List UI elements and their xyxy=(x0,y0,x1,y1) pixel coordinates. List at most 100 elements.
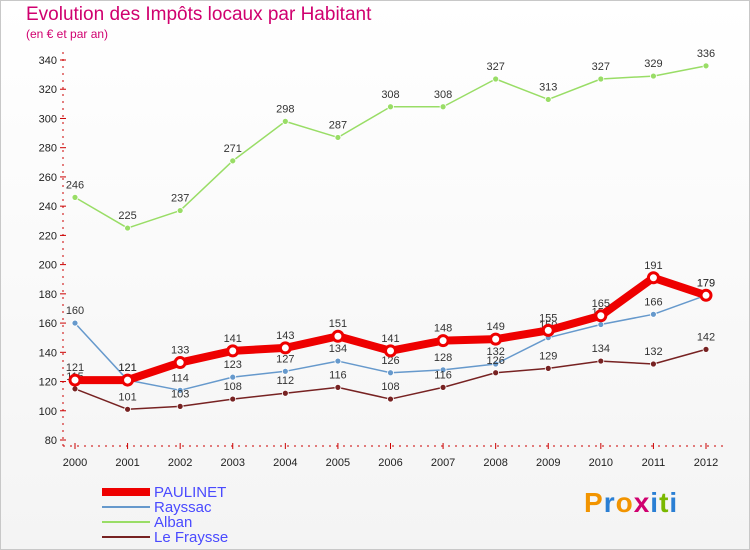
y-tick-label: 120 xyxy=(39,377,57,389)
x-tick-label: 2001 xyxy=(115,457,139,469)
data-point xyxy=(597,357,605,365)
data-point xyxy=(176,207,184,214)
data-point xyxy=(646,271,660,285)
data-point xyxy=(121,373,135,387)
x-tick-label: 2006 xyxy=(378,457,402,469)
data-point xyxy=(439,383,447,391)
data-label: 127 xyxy=(276,353,294,365)
data-label: 126 xyxy=(381,355,399,367)
data-point xyxy=(650,360,657,368)
data-point xyxy=(594,309,608,323)
data-label: 160 xyxy=(66,305,84,317)
data-point xyxy=(650,310,657,318)
data-label: 308 xyxy=(381,89,399,101)
data-point xyxy=(229,395,237,403)
proxiti-logo: Proxiti xyxy=(584,487,678,519)
data-point xyxy=(387,369,394,377)
data-label: 132 xyxy=(486,346,504,358)
logo-letter: i xyxy=(669,487,679,518)
data-label: 287 xyxy=(329,119,347,131)
data-point xyxy=(281,117,289,125)
data-point xyxy=(68,373,82,387)
x-tick-label: 2009 xyxy=(536,457,560,469)
data-point xyxy=(331,329,345,343)
data-label: 179 xyxy=(697,277,715,289)
data-point xyxy=(334,134,342,141)
data-point xyxy=(541,323,555,337)
data-point xyxy=(384,344,397,358)
data-label: 114 xyxy=(171,372,189,384)
y-tick-label: 240 xyxy=(39,201,57,213)
x-tick-label: 2010 xyxy=(589,457,613,469)
data-point xyxy=(492,369,500,377)
y-tick-label: 220 xyxy=(39,230,57,242)
data-point xyxy=(334,357,342,365)
data-point xyxy=(71,193,79,201)
data-label: 126 xyxy=(486,355,504,367)
data-label: 148 xyxy=(434,323,452,335)
data-point xyxy=(124,405,131,413)
x-tick-label: 2005 xyxy=(326,457,350,469)
data-label: 191 xyxy=(644,260,662,272)
x-tick-label: 2012 xyxy=(694,457,718,469)
logo-letter: x xyxy=(633,487,651,518)
data-label: 143 xyxy=(276,330,294,342)
logo-letter: r xyxy=(603,487,616,518)
data-point xyxy=(699,288,713,302)
logo-letter: i xyxy=(650,487,660,518)
x-tick-label: 2011 xyxy=(642,457,666,469)
data-label: 298 xyxy=(276,103,294,115)
legend-label: Alban xyxy=(154,514,192,531)
legend-label: Le Fraysse xyxy=(154,529,228,546)
data-point xyxy=(544,364,552,372)
data-label: 108 xyxy=(381,381,399,393)
data-label: 121 xyxy=(118,362,136,374)
data-point xyxy=(229,373,237,381)
logo-letter: t xyxy=(659,487,670,518)
data-label: 121 xyxy=(118,362,136,374)
x-tick-label: 2007 xyxy=(431,457,455,469)
y-tick-label: 280 xyxy=(39,143,57,155)
data-label: 246 xyxy=(66,179,84,191)
data-label: 327 xyxy=(486,61,504,73)
data-label: 121 xyxy=(66,362,84,374)
data-label: 327 xyxy=(592,61,610,73)
legend-label: PAULINET xyxy=(154,484,226,501)
y-tick-label: 80 xyxy=(45,435,57,447)
y-tick-label: 260 xyxy=(39,172,57,184)
x-tick-label: 2000 xyxy=(63,457,87,469)
data-label: 166 xyxy=(644,296,662,308)
data-point xyxy=(597,321,605,328)
legend-label: Rayssac xyxy=(154,499,212,516)
data-label: 134 xyxy=(329,343,347,355)
chart-title: Evolution des Impôts locaux par Habitant xyxy=(26,4,372,25)
data-label: 237 xyxy=(171,193,189,205)
data-label: 123 xyxy=(224,359,242,371)
data-point xyxy=(650,72,657,80)
data-label: 108 xyxy=(224,381,242,393)
data-label: 101 xyxy=(118,391,136,403)
y-tick-label: 340 xyxy=(39,55,57,67)
data-label: 116 xyxy=(329,369,347,381)
data-point xyxy=(173,356,187,370)
data-label: 132 xyxy=(644,346,662,358)
data-label: 133 xyxy=(171,345,189,357)
data-label: 336 xyxy=(697,48,715,60)
data-point xyxy=(71,319,79,327)
data-label: 313 xyxy=(539,81,557,93)
data-label: 155 xyxy=(539,312,557,324)
x-tick-label: 2002 xyxy=(168,457,192,469)
data-label: 134 xyxy=(592,343,610,355)
data-label: 112 xyxy=(277,375,295,387)
data-point xyxy=(702,345,710,353)
y-tick-label: 160 xyxy=(39,318,57,330)
data-point xyxy=(334,383,342,391)
data-point xyxy=(176,402,184,410)
data-label: 151 xyxy=(329,318,347,330)
data-point xyxy=(124,224,131,232)
data-label: 116 xyxy=(434,369,452,381)
data-point xyxy=(436,334,450,348)
data-point xyxy=(439,103,447,111)
